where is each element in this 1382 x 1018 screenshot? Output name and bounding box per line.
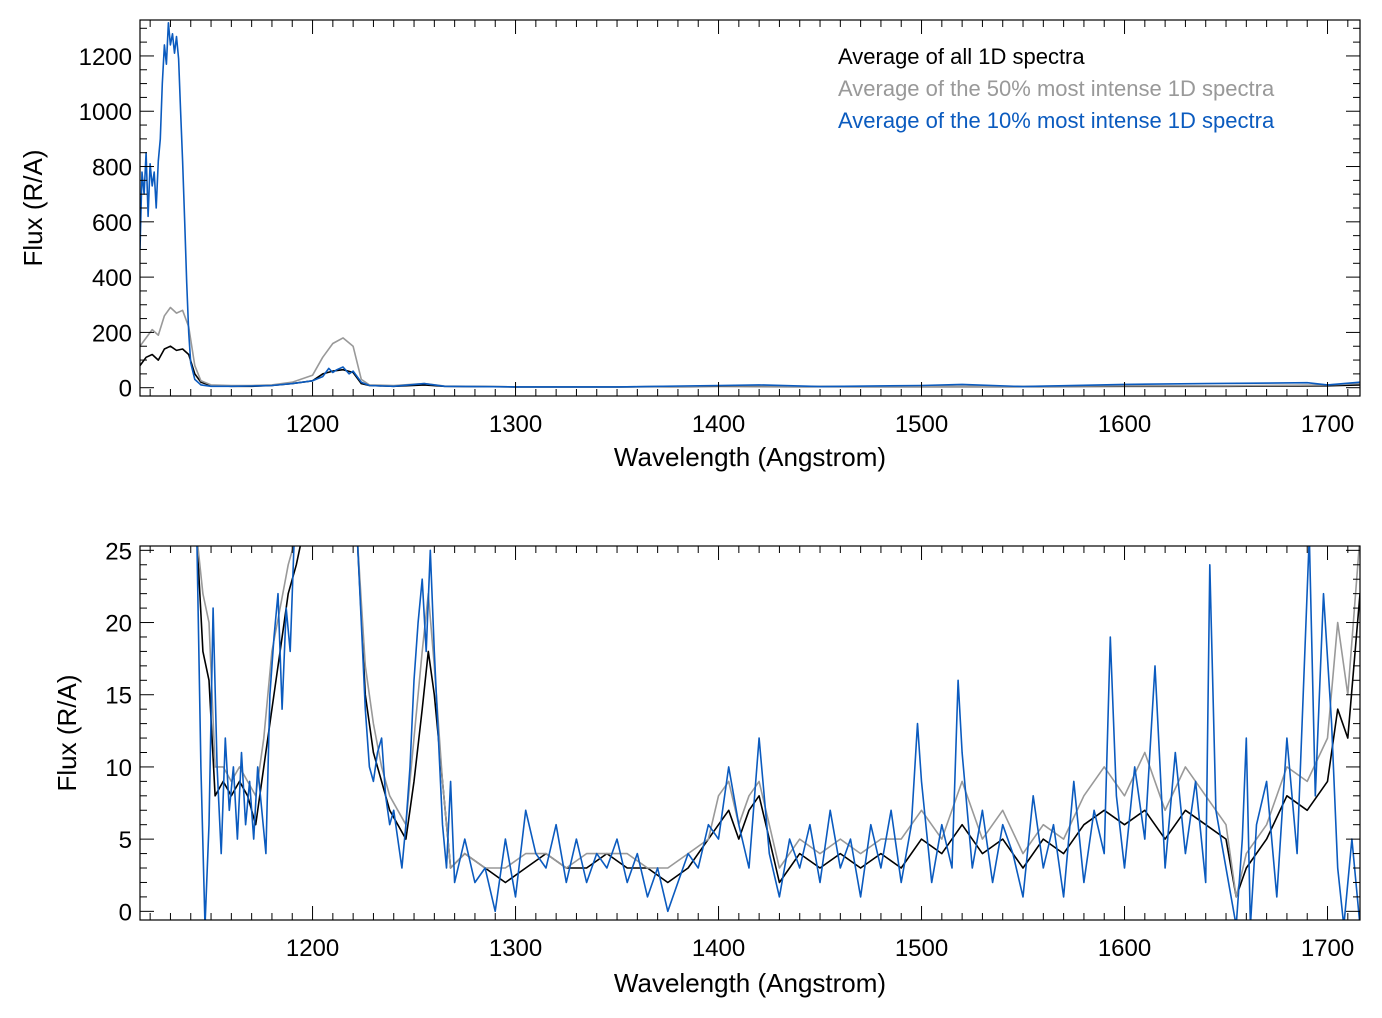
x-tick-label: 1500 — [895, 935, 948, 962]
series-group — [140, 22, 1360, 388]
series-line-2 — [197, 546, 1360, 898]
y-tick-label: 800 — [92, 155, 132, 182]
x-tick-label: 1300 — [489, 935, 542, 962]
plot-frame — [139, 545, 1361, 921]
panel-bottom: 1200 1300 1400 1500 1600 1700 0 5 10 15 20 25 Wavele… — [52, 538, 1361, 998]
x-tick-label: 1700 — [1301, 935, 1354, 962]
y-tick-label: 10 — [105, 755, 132, 782]
y-tick-label: 0 — [119, 376, 132, 403]
x-tick-label: 1400 — [692, 935, 745, 962]
y-tick-label: 25 — [105, 538, 132, 565]
y-tick-label: 5 — [119, 827, 132, 854]
legend-entry-1: Average of all 1D spectra — [838, 44, 1085, 69]
legend-entry-3: Average of the 10% most intense 1D spect… — [838, 108, 1275, 133]
x-tick-label: 1200 — [286, 411, 339, 438]
x-tick-label: 1300 — [489, 411, 542, 438]
y-tick-label: 15 — [105, 683, 132, 710]
x-tick-label: 1600 — [1098, 935, 1151, 962]
series-group — [196, 546, 1360, 920]
series-line-3 — [140, 22, 1360, 388]
series-line-1 — [196, 546, 1360, 898]
x-tick-label: 1200 — [286, 935, 339, 962]
legend-entry-2: Average of the 50% most intense 1D spect… — [838, 76, 1275, 101]
y-tick-label: 1000 — [79, 99, 132, 126]
panel-top: 1200 1300 1400 1500 1600 1700 0 200 400 600 800 100… — [18, 19, 1361, 472]
x-tick-label: 1500 — [895, 411, 948, 438]
x-axis-title: Wavelength (Angstrom) — [614, 968, 886, 998]
legend: Average of all 1D spectra Average of the … — [838, 44, 1275, 133]
x-tick-label: 1600 — [1098, 411, 1151, 438]
x-axis-title: Wavelength (Angstrom) — [614, 442, 886, 472]
x-tick-label: 1400 — [692, 411, 745, 438]
x-tick-label: 1700 — [1301, 411, 1354, 438]
y-tick-label: 400 — [92, 265, 132, 292]
y-tick-label: 20 — [105, 611, 132, 638]
y-axis-title: Flux (R/A) — [52, 675, 82, 792]
y-tick-label: 0 — [119, 899, 132, 926]
y-tick-label: 200 — [92, 320, 132, 347]
y-tick-label: 600 — [92, 210, 132, 237]
y-tick-label: 1200 — [79, 44, 132, 71]
series-line-3 — [196, 546, 1360, 920]
y-axis-title: Flux (R/A) — [18, 150, 48, 267]
series-line-1 — [140, 345, 1360, 388]
